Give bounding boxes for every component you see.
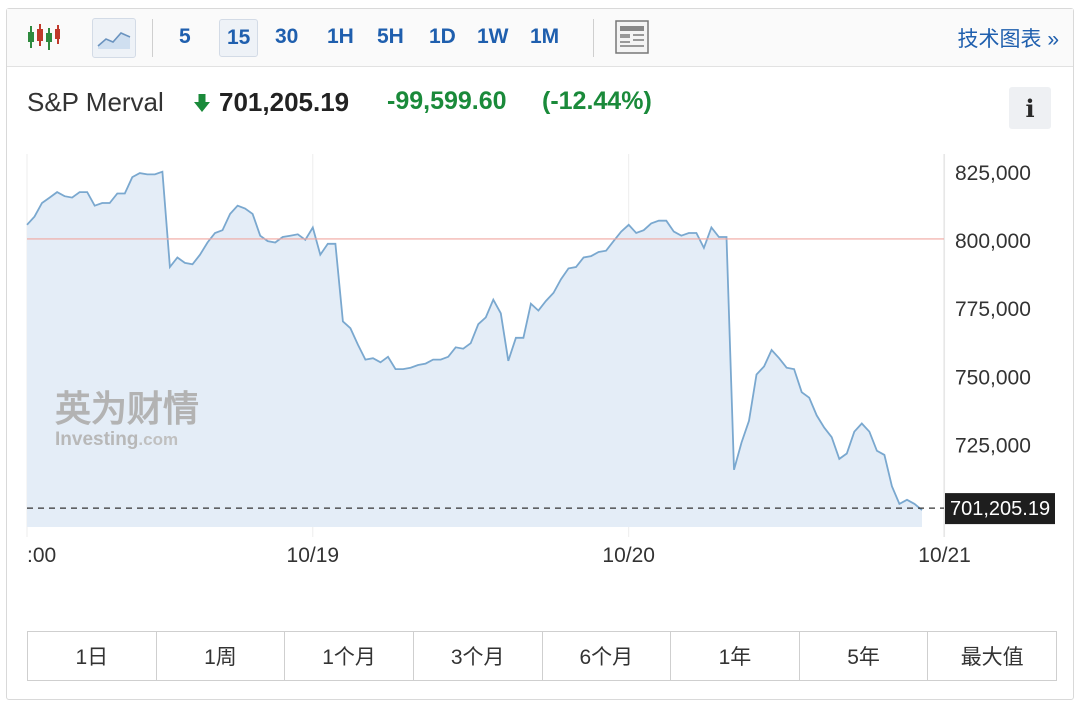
range-5y[interactable]: 5年 [799,632,929,680]
chart-toolbar: 5 15 30 1H 5H 1D 1W 1M 技术图表 » [7,9,1073,67]
toolbar-divider [593,19,594,57]
range-1d[interactable]: 1日 [28,632,157,680]
y-tick-label: 825,000 [955,162,1031,185]
y-tick-label: 775,000 [955,298,1031,321]
y-tick-label: 800,000 [955,230,1031,253]
x-tick-label: :00 [27,544,56,567]
price-change: -99,599.60 [387,87,507,115]
toolbar-divider [152,19,153,57]
watermark-cn: 英为财情 [55,389,199,430]
range-1y[interactable]: 1年 [671,632,800,680]
interval-15[interactable]: 15 [219,19,259,57]
interval-1d[interactable]: 1D [429,25,456,48]
x-tick-label: 10/21 [918,544,971,567]
range-3m[interactable]: 3个月 [413,632,543,680]
time-range-tabs: 1日 1周 1个月 3个月 6个月 1年 5年 最大值 [27,631,1057,681]
investing-watermark: 英为财情 Investing.com [55,389,199,450]
range-1m[interactable]: 1个月 [285,632,414,680]
price-chart: 701,205.19 825,000 800,000 775,000 750,000 7… [26,154,1055,567]
watermark-en: Investing.com [55,429,178,450]
range-1w[interactable]: 1周 [156,632,286,680]
price-area [27,171,922,527]
x-tick-label: 10/20 [602,544,655,567]
technical-chart-link[interactable]: 技术图表 » [957,28,1059,51]
current-price-box [945,493,1055,525]
price-line [26,170,923,511]
interval-1w[interactable]: 1W [477,25,509,48]
interval-5[interactable]: 5 [179,25,191,48]
price-change-percent: (-12.44%) [542,87,652,115]
candlestick-icon[interactable] [25,18,61,56]
y-axis: 825,000 800,000 775,000 750,000 725,000 [955,162,1031,457]
news-icon[interactable] [613,18,651,56]
range-6m[interactable]: 6个月 [542,632,672,680]
last-price: 701,205.19 [219,87,350,117]
y-tick-label: 750,000 [955,366,1031,389]
chart-widget: 5 15 30 1H 5H 1D 1W 1M 技术图表 » S&P Merval [6,8,1074,700]
range-max[interactable]: 最大值 [928,632,1056,680]
down-arrow-icon [192,93,212,118]
info-button[interactable]: i [1009,87,1051,129]
area-chart-icon[interactable] [92,18,136,58]
x-tick-label: 10/19 [287,544,340,567]
y-tick-label: 725,000 [955,434,1031,457]
instrument-name: S&P Merval [27,87,164,117]
current-price-label: 701,205.19 [950,498,1050,520]
interval-30[interactable]: 30 [275,25,299,48]
interval-1m[interactable]: 1M [530,25,560,48]
interval-1h[interactable]: 1H [327,25,354,48]
interval-5h[interactable]: 5H [377,25,404,48]
